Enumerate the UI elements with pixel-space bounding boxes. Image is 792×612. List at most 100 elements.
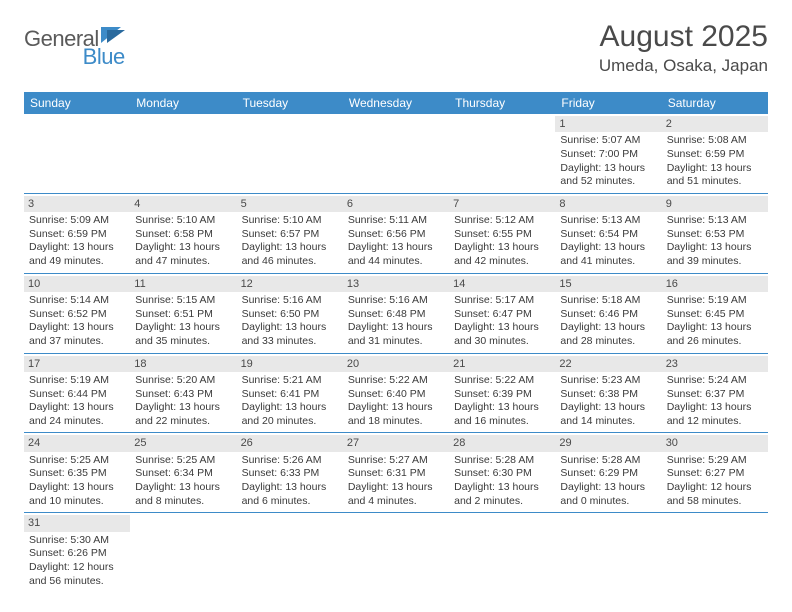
calendar-day-cell: 24Sunrise: 5:25 AMSunset: 6:35 PMDayligh… bbox=[24, 433, 130, 513]
day-sr: Sunrise: 5:23 AM bbox=[560, 374, 657, 388]
day-d2: and 58 minutes. bbox=[667, 495, 764, 509]
day-d2: and 4 minutes. bbox=[348, 495, 445, 509]
day-number: 26 bbox=[237, 435, 343, 451]
day-info: Sunrise: 5:11 AMSunset: 6:56 PMDaylight:… bbox=[347, 214, 445, 269]
day-sr: Sunrise: 5:09 AM bbox=[29, 214, 126, 228]
day-info: Sunrise: 5:23 AMSunset: 6:38 PMDaylight:… bbox=[559, 374, 657, 429]
day-d2: and 24 minutes. bbox=[29, 415, 126, 429]
day-info: Sunrise: 5:25 AMSunset: 6:34 PMDaylight:… bbox=[134, 454, 232, 509]
day-d1: Daylight: 13 hours bbox=[560, 481, 657, 495]
day-sr: Sunrise: 5:27 AM bbox=[348, 454, 445, 468]
day-info: Sunrise: 5:28 AMSunset: 6:30 PMDaylight:… bbox=[453, 454, 551, 509]
day-ss: Sunset: 6:29 PM bbox=[560, 467, 657, 481]
day-d2: and 33 minutes. bbox=[242, 335, 339, 349]
day-sr: Sunrise: 5:21 AM bbox=[242, 374, 339, 388]
day-ss: Sunset: 6:45 PM bbox=[667, 308, 764, 322]
day-d1: Daylight: 13 hours bbox=[29, 321, 126, 335]
calendar-day-cell: 25Sunrise: 5:25 AMSunset: 6:34 PMDayligh… bbox=[130, 433, 236, 513]
day-sr: Sunrise: 5:25 AM bbox=[135, 454, 232, 468]
calendar-week-row: 1Sunrise: 5:07 AMSunset: 7:00 PMDaylight… bbox=[24, 114, 768, 193]
day-sr: Sunrise: 5:26 AM bbox=[242, 454, 339, 468]
day-sr: Sunrise: 5:16 AM bbox=[348, 294, 445, 308]
day-d2: and 30 minutes. bbox=[454, 335, 551, 349]
day-sr: Sunrise: 5:16 AM bbox=[242, 294, 339, 308]
day-info: Sunrise: 5:13 AMSunset: 6:54 PMDaylight:… bbox=[559, 214, 657, 269]
day-info: Sunrise: 5:27 AMSunset: 6:31 PMDaylight:… bbox=[347, 454, 445, 509]
calendar-empty-cell bbox=[662, 513, 768, 592]
calendar-day-cell: 28 Sunrise: 5:28 AMSunset: 6:30 PMDayligh… bbox=[449, 433, 555, 513]
day-sr: Sunrise: 5:24 AM bbox=[667, 374, 764, 388]
day-d1: Daylight: 13 hours bbox=[667, 401, 764, 415]
calendar-day-cell: 31Sunrise: 5:30 AMSunset: 6:26 PMDayligh… bbox=[24, 513, 130, 592]
day-number: 4 bbox=[130, 196, 236, 212]
day-ss: Sunset: 6:35 PM bbox=[29, 467, 126, 481]
day-d2: and 28 minutes. bbox=[560, 335, 657, 349]
calendar-empty-cell bbox=[343, 114, 449, 193]
calendar-day-cell: 19Sunrise: 5:21 AMSunset: 6:41 PMDayligh… bbox=[237, 353, 343, 433]
day-info: Sunrise: 5:25 AMSunset: 6:35 PMDaylight:… bbox=[28, 454, 126, 509]
calendar-week-row: 24Sunrise: 5:25 AMSunset: 6:35 PMDayligh… bbox=[24, 433, 768, 513]
day-sr: Sunrise: 5:14 AM bbox=[29, 294, 126, 308]
day-d2: and 20 minutes. bbox=[242, 415, 339, 429]
day-d2: and 10 minutes. bbox=[29, 495, 126, 509]
day-number: 13 bbox=[343, 276, 449, 292]
day-d2: and 12 minutes. bbox=[667, 415, 764, 429]
weekday-header: Monday bbox=[130, 92, 236, 114]
day-ss: Sunset: 6:33 PM bbox=[242, 467, 339, 481]
weekday-header: Thursday bbox=[449, 92, 555, 114]
day-d2: and 49 minutes. bbox=[29, 255, 126, 269]
day-sr: Sunrise: 5:30 AM bbox=[29, 534, 126, 548]
day-number: 28 bbox=[449, 435, 555, 451]
day-d2: and 31 minutes. bbox=[348, 335, 445, 349]
day-ss: Sunset: 6:58 PM bbox=[135, 228, 232, 242]
calendar-day-cell: 4Sunrise: 5:10 AMSunset: 6:58 PMDaylight… bbox=[130, 193, 236, 273]
day-d1: Daylight: 13 hours bbox=[242, 481, 339, 495]
calendar-empty-cell bbox=[237, 513, 343, 592]
day-number: 22 bbox=[555, 356, 661, 372]
day-sr: Sunrise: 5:10 AM bbox=[242, 214, 339, 228]
day-sr: Sunrise: 5:25 AM bbox=[29, 454, 126, 468]
month-title: August 2025 bbox=[599, 20, 768, 54]
weekday-header: Wednesday bbox=[343, 92, 449, 114]
day-d2: and 2 minutes. bbox=[454, 495, 551, 509]
calendar-day-cell: 7Sunrise: 5:12 AMSunset: 6:55 PMDaylight… bbox=[449, 193, 555, 273]
day-d1: Daylight: 13 hours bbox=[348, 401, 445, 415]
day-sr: Sunrise: 5:07 AM bbox=[560, 134, 657, 148]
day-d2: and 16 minutes. bbox=[454, 415, 551, 429]
day-number: 10 bbox=[24, 276, 130, 292]
calendar-day-cell: 15Sunrise: 5:18 AMSunset: 6:46 PMDayligh… bbox=[555, 273, 661, 353]
day-ss: Sunset: 6:34 PM bbox=[135, 467, 232, 481]
day-d1: Daylight: 13 hours bbox=[242, 401, 339, 415]
day-info: Sunrise: 5:13 AMSunset: 6:53 PMDaylight:… bbox=[666, 214, 764, 269]
calendar-day-cell: 21Sunrise: 5:22 AMSunset: 6:39 PMDayligh… bbox=[449, 353, 555, 433]
day-info: Sunrise: 5:08 AMSunset: 6:59 PMDaylight:… bbox=[666, 134, 764, 189]
calendar-day-cell: 11Sunrise: 5:15 AMSunset: 6:51 PMDayligh… bbox=[130, 273, 236, 353]
day-ss: Sunset: 6:59 PM bbox=[667, 148, 764, 162]
day-d2: and 56 minutes. bbox=[29, 575, 126, 589]
day-number: 30 bbox=[662, 435, 768, 451]
day-ss: Sunset: 7:00 PM bbox=[560, 148, 657, 162]
day-sr: Sunrise: 5:29 AM bbox=[667, 454, 764, 468]
calendar-day-cell: 5Sunrise: 5:10 AMSunset: 6:57 PMDaylight… bbox=[237, 193, 343, 273]
day-info: Sunrise: 5:30 AMSunset: 6:26 PMDaylight:… bbox=[28, 534, 126, 589]
day-info: Sunrise: 5:22 AMSunset: 6:40 PMDaylight:… bbox=[347, 374, 445, 429]
day-info: Sunrise: 5:09 AMSunset: 6:59 PMDaylight:… bbox=[28, 214, 126, 269]
day-ss: Sunset: 6:56 PM bbox=[348, 228, 445, 242]
calendar-day-cell: 13Sunrise: 5:16 AMSunset: 6:48 PMDayligh… bbox=[343, 273, 449, 353]
calendar-day-cell: 30 Sunrise: 5:29 AMSunset: 6:27 PMDayligh… bbox=[662, 433, 768, 513]
day-d1: Daylight: 12 hours bbox=[667, 481, 764, 495]
day-sr: Sunrise: 5:13 AM bbox=[560, 214, 657, 228]
calendar-day-cell: 17Sunrise: 5:19 AMSunset: 6:44 PMDayligh… bbox=[24, 353, 130, 433]
calendar-empty-cell bbox=[130, 513, 236, 592]
day-ss: Sunset: 6:38 PM bbox=[560, 388, 657, 402]
day-number: 20 bbox=[343, 356, 449, 372]
calendar-day-cell: 18Sunrise: 5:20 AMSunset: 6:43 PMDayligh… bbox=[130, 353, 236, 433]
day-ss: Sunset: 6:27 PM bbox=[667, 467, 764, 481]
day-ss: Sunset: 6:37 PM bbox=[667, 388, 764, 402]
day-sr: Sunrise: 5:11 AM bbox=[348, 214, 445, 228]
calendar-day-cell: 10Sunrise: 5:14 AMSunset: 6:52 PMDayligh… bbox=[24, 273, 130, 353]
logo-text-blue: Blue bbox=[83, 44, 125, 69]
calendar-day-cell: 16Sunrise: 5:19 AMSunset: 6:45 PMDayligh… bbox=[662, 273, 768, 353]
day-ss: Sunset: 6:48 PM bbox=[348, 308, 445, 322]
day-ss: Sunset: 6:51 PM bbox=[135, 308, 232, 322]
